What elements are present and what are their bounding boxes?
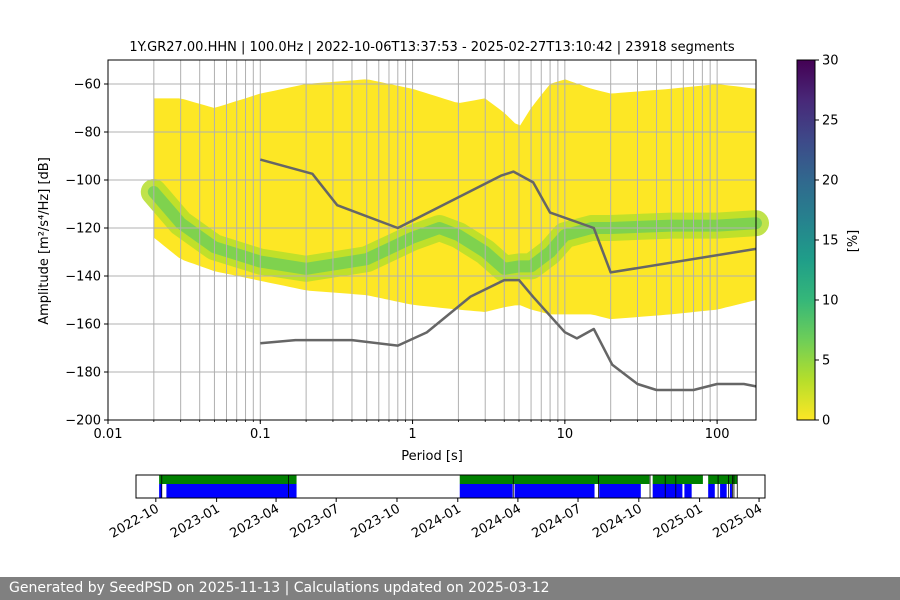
availability-blue-span <box>684 484 692 498</box>
availability-tick-label: 2023-10 <box>348 501 403 541</box>
colorbar-tick-label: 10 <box>822 294 839 309</box>
x-tick-label: 1 <box>408 427 416 442</box>
x-tick-label: 0.1 <box>250 427 271 442</box>
availability-tick-label: 2025-04 <box>711 501 766 541</box>
x-axis-label: Period [s] <box>401 449 463 464</box>
colorbar-tick-label: 30 <box>822 54 839 69</box>
x-tick-label: 100 <box>705 427 730 442</box>
colorbar-tick-label: 20 <box>822 174 839 189</box>
y-tick-label: −180 <box>65 366 101 381</box>
model-line <box>260 278 757 392</box>
availability-tick-label: 2024-07 <box>529 501 584 541</box>
x-tick-label: 10 <box>557 427 574 442</box>
chart-title: 1Y.GR27.00.HHN | 100.0Hz | 2022-10-06T13… <box>129 40 734 55</box>
availability-blue-span <box>514 484 595 498</box>
availability-tick-label: 2023-07 <box>288 501 343 541</box>
colorbar: 0 5 10 15 20 25 30 <box>796 54 839 429</box>
x-tick-label: 0.01 <box>94 427 123 442</box>
availability-blue-span <box>599 484 641 498</box>
plot-frame <box>107 59 757 421</box>
availability-blue-span <box>166 484 297 498</box>
availability-green-span <box>459 475 650 484</box>
footer-text: Generated by SeedPSD on 2025-11-13 | Cal… <box>9 580 550 596</box>
y-tick-label: −140 <box>65 270 101 285</box>
availability-blue-span <box>459 484 513 498</box>
colorbar-tick-label: 0 <box>822 414 830 429</box>
colorbar-tick-label: 15 <box>822 234 839 249</box>
y-tick-label: −120 <box>65 222 101 237</box>
plot-area: 0.01 0.1 1 10 100 −60 −80 −100 −120 −140 −160 −180 −… <box>65 59 769 442</box>
availability-blue-span <box>652 484 683 498</box>
availability-green-span <box>652 475 703 484</box>
y-tick-label: −100 <box>65 174 101 189</box>
colorbar-tick-label: 5 <box>822 354 830 369</box>
y-tick-label: −80 <box>74 126 101 141</box>
footer-bar: Generated by SeedPSD on 2025-11-13 | Cal… <box>0 577 900 600</box>
model-line <box>259 158 757 274</box>
availability-blue-span <box>159 484 162 498</box>
psd-chart: 1Y.GR27.00.HHN | 100.0Hz | 2022-10-06T13… <box>37 40 861 542</box>
y-tick-label: −160 <box>65 318 101 333</box>
availability-green-span <box>159 475 297 484</box>
availability-green-span <box>708 475 738 484</box>
availability-blue-span <box>720 484 727 498</box>
availability-blue-span <box>729 484 732 498</box>
availability-blue-span <box>708 484 715 498</box>
availability-tick-label: 2024-04 <box>469 501 524 541</box>
availability-timeline: 2022-10 2023-01 2023-04 2023-07 2023-10 2024-… <box>107 474 766 542</box>
y-axis-label: Amplitude [m²/s⁴/Hz] [dB] <box>37 157 52 325</box>
availability-tick-label: 2024-10 <box>590 501 645 541</box>
availability-tick-label: 2023-01 <box>168 501 223 541</box>
availability-tick-label: 2024-01 <box>409 501 464 541</box>
colorbar-tick-label: 25 <box>822 114 839 129</box>
availability-tick-label: 2025-01 <box>651 501 706 541</box>
availability-frame <box>135 474 766 499</box>
colorbar-label: [%] <box>846 230 861 253</box>
y-tick-label: −200 <box>65 414 101 429</box>
y-tick-label: −60 <box>74 78 101 93</box>
colorbar-scale <box>796 59 816 421</box>
availability-tick-label: 2023-04 <box>228 501 283 541</box>
availability-tick-label: 2022-10 <box>107 501 162 541</box>
